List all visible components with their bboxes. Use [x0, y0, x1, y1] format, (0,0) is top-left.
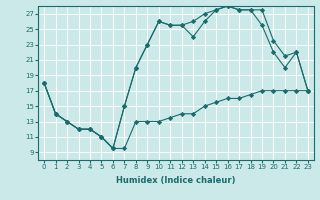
X-axis label: Humidex (Indice chaleur): Humidex (Indice chaleur)	[116, 176, 236, 185]
